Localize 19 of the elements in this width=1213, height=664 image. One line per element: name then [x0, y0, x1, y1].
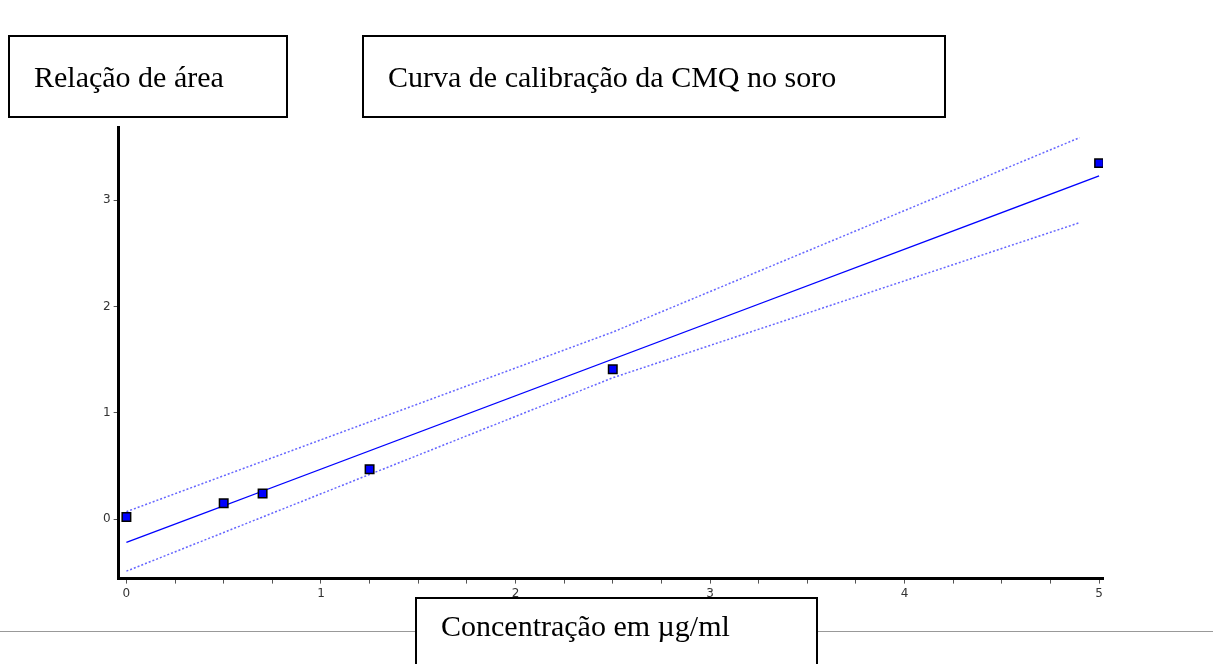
- x-tick-label: 5: [1095, 585, 1103, 600]
- point: [607, 364, 618, 375]
- y-tick-label: 0: [102, 511, 111, 526]
- y-tick-label: 3: [102, 192, 111, 207]
- y-tick-label: 1: [102, 404, 111, 419]
- point: [218, 498, 229, 509]
- x-tick-label: 4: [900, 585, 909, 600]
- x-tick-label: 0: [122, 585, 131, 600]
- point: [121, 511, 132, 522]
- x-tick-label: 3: [706, 585, 714, 600]
- x-tick-label: 2: [511, 585, 520, 600]
- chart-title: Curva de calibração da CMQ no soro: [362, 35, 946, 118]
- x-tick-label: 1: [317, 585, 325, 600]
- point: [364, 464, 375, 475]
- point: [1094, 158, 1103, 169]
- y-tick-label: 2: [102, 298, 111, 313]
- x-axis-title: Concentração em µg/ml: [441, 609, 730, 642]
- y-axis-title: Relação de área: [8, 35, 288, 118]
- point: [257, 488, 268, 499]
